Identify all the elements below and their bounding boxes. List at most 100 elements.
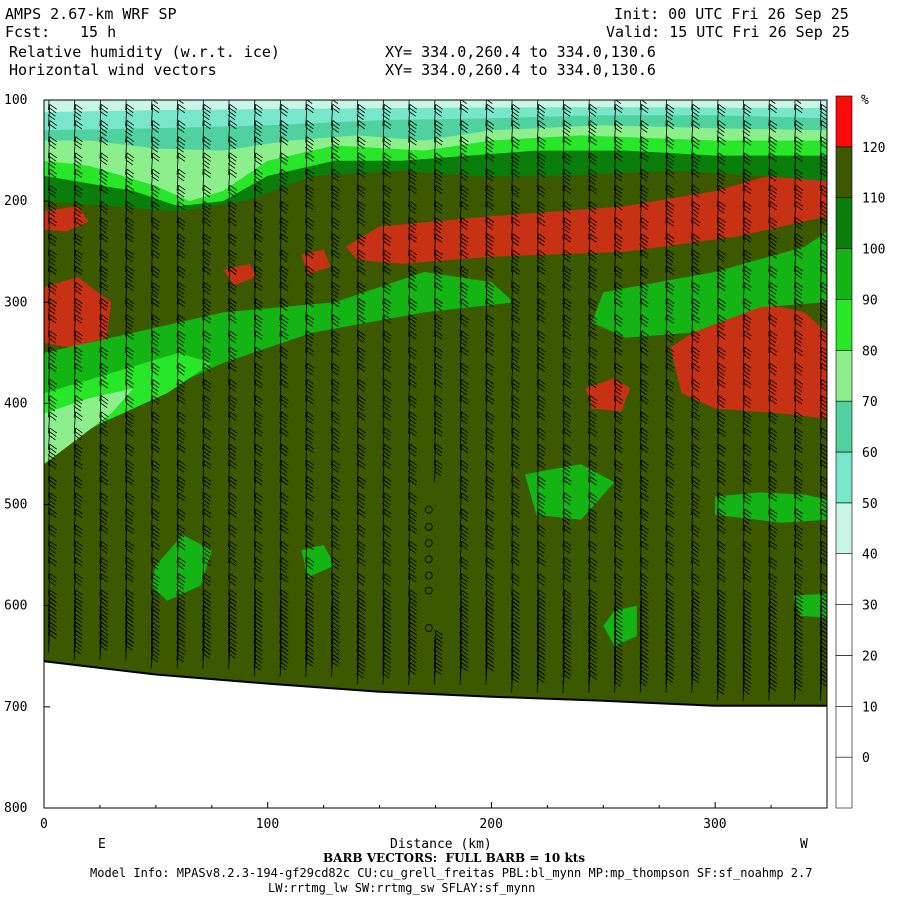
wind-barb-flag [358,217,366,223]
wind-barb-flag [49,492,57,499]
wind-barb-flag [357,669,365,675]
wind-barb-flag [383,414,391,421]
wind-barb-flag [100,613,109,620]
wind-barb-flag [279,664,287,671]
wind-barb-flag [152,411,160,418]
wind-barb-flag [461,103,469,110]
wind-barb-flag [49,298,57,304]
wind-barb-flag [744,638,752,644]
wind-barb-flag [151,386,159,392]
wind-barb-flag [358,508,366,515]
wind-barb-flag [460,301,468,308]
wind-barb-flag [100,592,108,599]
wind-barb-flag [614,301,623,308]
wind-barb-flag [742,547,751,554]
wind-barb-flag [254,220,263,227]
wind-barb-flag [769,398,777,405]
wind-barb-flag [795,184,804,191]
wind-barb-flag [100,220,108,227]
wind-barb-flag [49,395,57,401]
wind-barb-flag [74,609,83,615]
wind-barb-flag [332,492,340,499]
wind-barb-flag [511,139,520,146]
wind-barb-flag [537,301,546,308]
wind-barb-flag [692,414,700,421]
wind-barb-flag [280,301,288,308]
wind-barb-flag [281,411,289,418]
wind-barb-flag [435,427,443,434]
wind-barb-flag [588,369,597,376]
wind-barb-flag [74,645,82,651]
wind-barb-flag [511,641,520,648]
wind-barb-flag [435,654,443,660]
wind-barb-flag [407,421,416,428]
wind-barb-flag [511,334,520,340]
wind-barb-flag [486,427,495,434]
wind-barb-flag [203,204,211,211]
wind-barb-flag [254,321,262,327]
wind-barb-flag [281,621,289,628]
wind-barb-flag [743,398,751,405]
wind-barb-flag [614,321,622,327]
wind-barb-flag [177,544,185,551]
wind-barb-flag [177,633,185,640]
wind-barb-flag [176,438,184,444]
wind-barb-flag [538,103,546,110]
wind-barb-flag [692,334,700,340]
wind-barb-flag [718,638,726,644]
wind-barb-flag [330,438,339,444]
wind-barb-flag [332,573,340,579]
wind-barb-flag [794,156,803,162]
wind-barb-flag [228,317,237,324]
wind-barb-flag [769,508,778,515]
wind-barb-flag [691,547,699,554]
wind-barb-flag [409,528,417,534]
wind-barb-flag [461,249,469,256]
wind-barb-flag [615,540,623,547]
wind-barb-flag [409,476,418,482]
wind-barb-flag [461,459,469,466]
wind-barb-flag [692,557,701,563]
wind-barb-flag [358,605,366,612]
wind-barb-flag [254,649,263,656]
wind-barb-flag [178,427,186,434]
wind-barb-flag [126,512,134,518]
wind-barb-flag [743,617,751,623]
wind-barb-flag [459,418,468,425]
wind-barb-flag [358,298,366,304]
wind-barb-flag [409,592,417,599]
wind-barb-flag [795,217,804,223]
wind-barb-flag [769,301,777,308]
wind-barb-flag [357,256,365,263]
wind-barb-flag [614,657,623,664]
wind-barb-flag [614,418,622,425]
wind-barb-flag [485,486,493,493]
wind-barb-flag [151,382,160,389]
wind-barb-flag [743,172,751,178]
wind-barb-flag [433,324,442,331]
wind-barb-flag [357,305,365,311]
wind-barb-flag [358,443,366,450]
wind-barb-flag [640,528,649,534]
wind-barb-flag [461,540,469,547]
wind-barb-flag [538,524,546,531]
wind-barb-flag [743,236,751,243]
wind-barb-flag [589,629,598,636]
wind-barb-flag [74,301,83,308]
wind-barb-flag [615,379,623,385]
wind-barb-flag [254,544,263,551]
wind-barb-flag [742,179,750,185]
wind-barb-flag [126,233,135,240]
wind-barb-flag [666,508,675,515]
wind-barb-flag [228,143,236,149]
wind-barb-flag [358,152,366,159]
wind-barb-flag [640,434,648,441]
wind-barb-flag [615,629,623,636]
wind-barb-flag [203,92,210,97]
wind-barb-flag [589,673,597,680]
wind-barb-flag [666,670,675,677]
wind-barb-flag [769,427,778,434]
wind-barb-flag [563,641,571,648]
wind-barb-flag [253,179,261,185]
wind-barb-flag [304,535,313,541]
